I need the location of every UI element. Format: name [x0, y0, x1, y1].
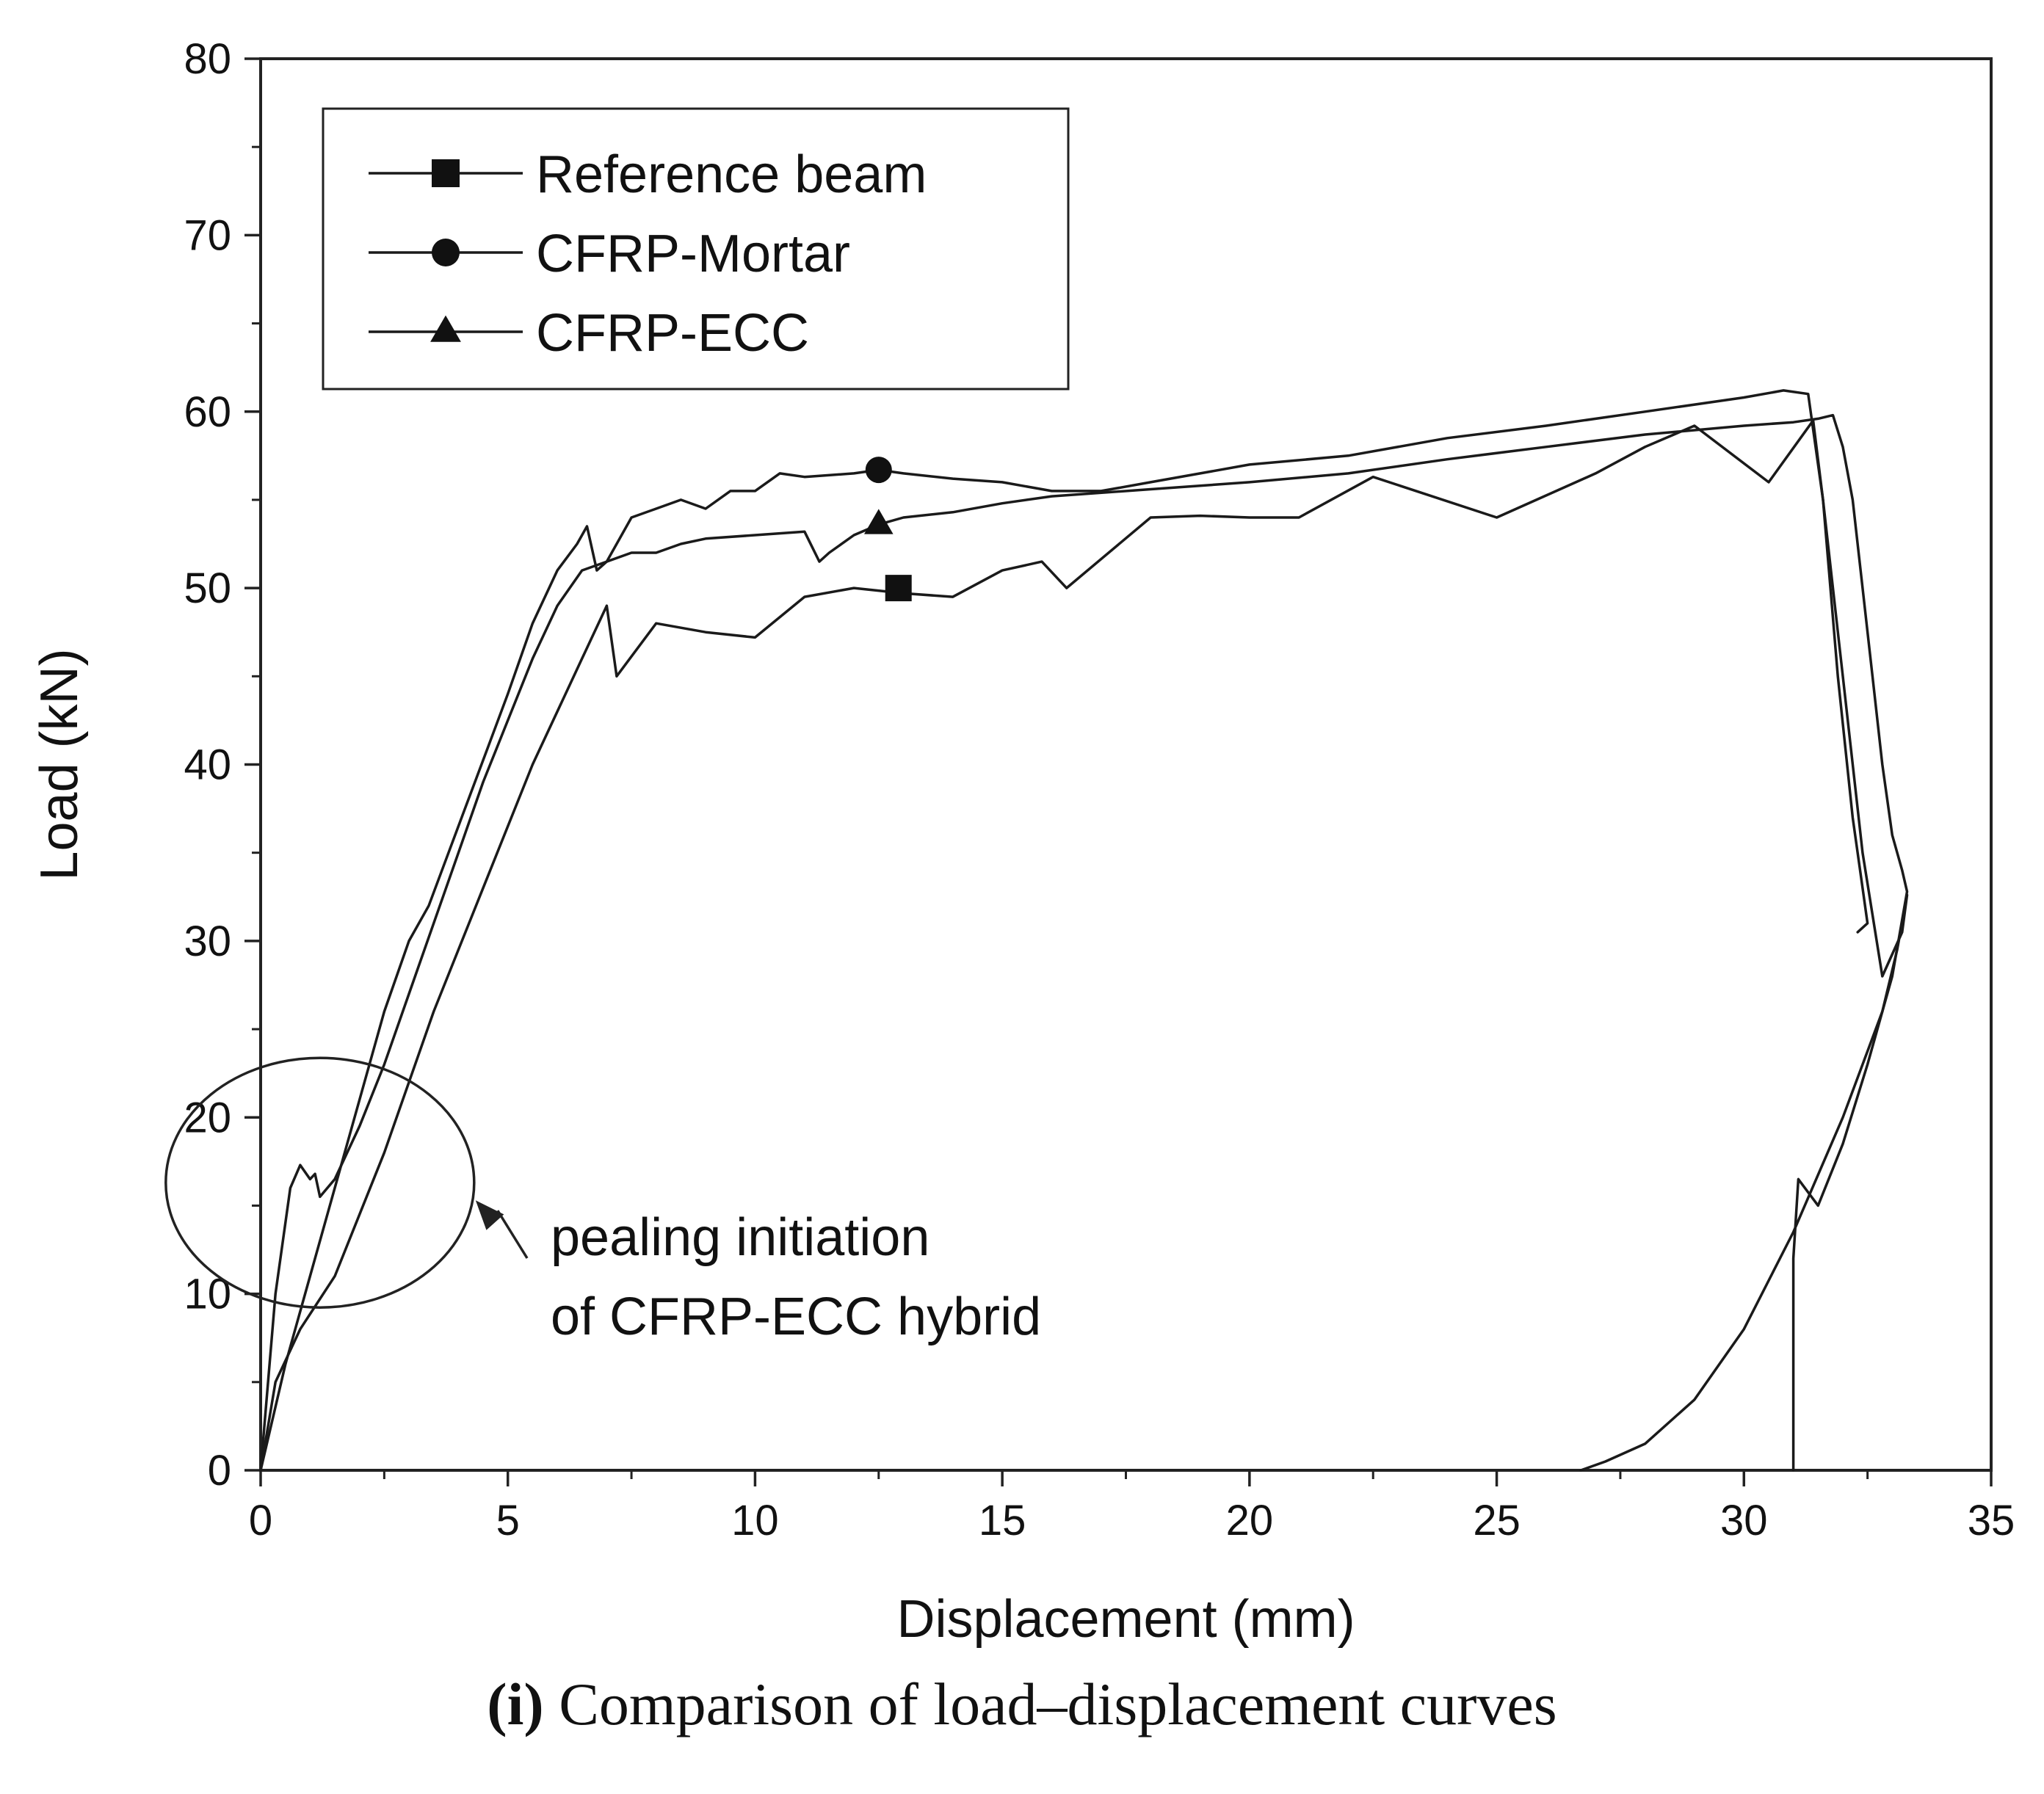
x-tick-label: 5: [496, 1497, 520, 1544]
legend-label-reference-beam: Reference beam: [536, 145, 927, 204]
figure-caption: (i) Comparison of load–displacement curv…: [0, 1670, 2044, 1739]
legend-label-cfrp-ecc: CFRP-ECC: [536, 304, 809, 363]
y-tick-label: 50: [184, 564, 231, 612]
y-tick-label: 70: [184, 211, 231, 259]
legend-box: [322, 107, 1070, 391]
y-tick-label: 0: [208, 1447, 231, 1495]
caption-label: (i): [487, 1671, 544, 1737]
caption-text: Comparison of load–displacement curves: [543, 1671, 1557, 1737]
x-tick-label: 30: [1720, 1497, 1768, 1544]
series-marker-cfrp-ecc: [863, 509, 894, 534]
y-tick-label: 20: [184, 1094, 231, 1141]
x-axis-title: Displacement (mm): [896, 1590, 1355, 1649]
x-tick-label: 10: [731, 1497, 779, 1544]
series-line-reference-beam: [259, 419, 1909, 1472]
annotation-arrowhead: [475, 1200, 504, 1230]
y-tick-label: 10: [184, 1271, 231, 1318]
series-marker-cfrp-mortar: [865, 457, 892, 484]
x-axis: 0 5 10 15 20 25 30 35: [249, 1470, 2015, 1544]
annotation: pealing initiation of CFRP-ECC hybrid: [164, 1056, 1041, 1346]
annotation-ellipse: [164, 1056, 476, 1309]
annotation-text-line-1: pealing initiation: [551, 1208, 929, 1267]
x-tick-label: 0: [249, 1497, 272, 1544]
series-line-cfrp-mortar: [259, 389, 1869, 1472]
y-tick-label: 40: [184, 741, 231, 789]
markers-layer: [863, 457, 912, 602]
series-layer: [259, 389, 1909, 1472]
legend-marker-cfrp-mortar: [432, 239, 460, 266]
legend: Reference beam CFRP-Mortar CFRP-ECC: [322, 107, 1070, 391]
y-tick-label: 30: [184, 918, 231, 965]
series-marker-reference-beam: [885, 575, 912, 602]
x-tick-label: 35: [1968, 1497, 2015, 1544]
annotation-arrow: [496, 1210, 529, 1259]
series-line-cfrp-ecc: [259, 413, 1909, 1472]
y-axis-title: Load (kN): [30, 648, 89, 880]
y-tick-label: 80: [184, 35, 231, 83]
x-tick-label: 15: [979, 1497, 1026, 1544]
x-tick-label: 20: [1226, 1497, 1274, 1544]
x-tick-label: 25: [1473, 1497, 1521, 1544]
legend-label-cfrp-mortar: CFRP-Mortar: [536, 225, 850, 283]
y-axis: 0 10 20 30 40 50 60 70 80: [184, 35, 261, 1495]
annotation-text-line-2: of CFRP-ECC hybrid: [551, 1288, 1041, 1346]
legend-marker-cfrp-ecc: [430, 315, 461, 342]
y-tick-label: 60: [184, 388, 231, 436]
legend-marker-reference-beam: [432, 159, 460, 187]
